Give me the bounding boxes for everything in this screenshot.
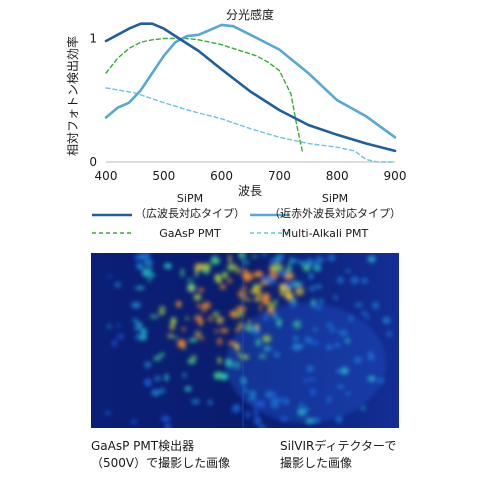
series-lines [104,22,397,163]
legend-label-0: SiPM （広波長対応タイプ） [135,192,245,220]
series-line-1 [104,23,397,139]
x-tick-label: 900 [384,169,407,183]
legend-label-3: Multi-Alkali PMT [282,227,369,240]
x-tick-label: 500 [152,169,175,183]
microscopy-image [91,253,399,428]
y-tick-label: 0 [89,155,97,169]
series-line-2 [105,37,304,153]
caption-gaasp-image: GaAsP PMT検出器 （500V）で撮影した画像 [91,439,231,470]
x-tick-labels: 400 500 600 700 800 900 [95,169,407,183]
x-axis-label: 波長 [238,184,262,198]
x-tick-label: 600 [210,169,233,183]
legend-label-2: GaAsP PMT [159,227,221,240]
x-tick-label: 800 [326,169,349,183]
spectral-sensitivity-chart: 分光感度 相対フォトン検出効率 波長 01 400 500 600 700 800 900… [65,7,407,240]
y-tick-label: 1 [89,32,97,46]
series-line-0 [104,22,397,153]
chart-title: 分光感度 [226,7,274,22]
legend: SiPM （広波長対応タイプ） SiPM （近赤外波長対応タイプ） GaAsP PMT M… [92,192,401,240]
caption-silvir-image: SilVIRディテクターで 撮影した画像 [280,439,397,470]
x-tick-label: 700 [268,169,291,183]
legend-label-1: SiPM （近赤外波長対応タイプ） [269,192,401,220]
series-line-3 [105,87,396,163]
x-tick-label: 400 [95,169,118,183]
y-tick-labels: 01 [89,32,97,169]
y-axis-label: 相対フォトン検出効率 [65,36,80,156]
